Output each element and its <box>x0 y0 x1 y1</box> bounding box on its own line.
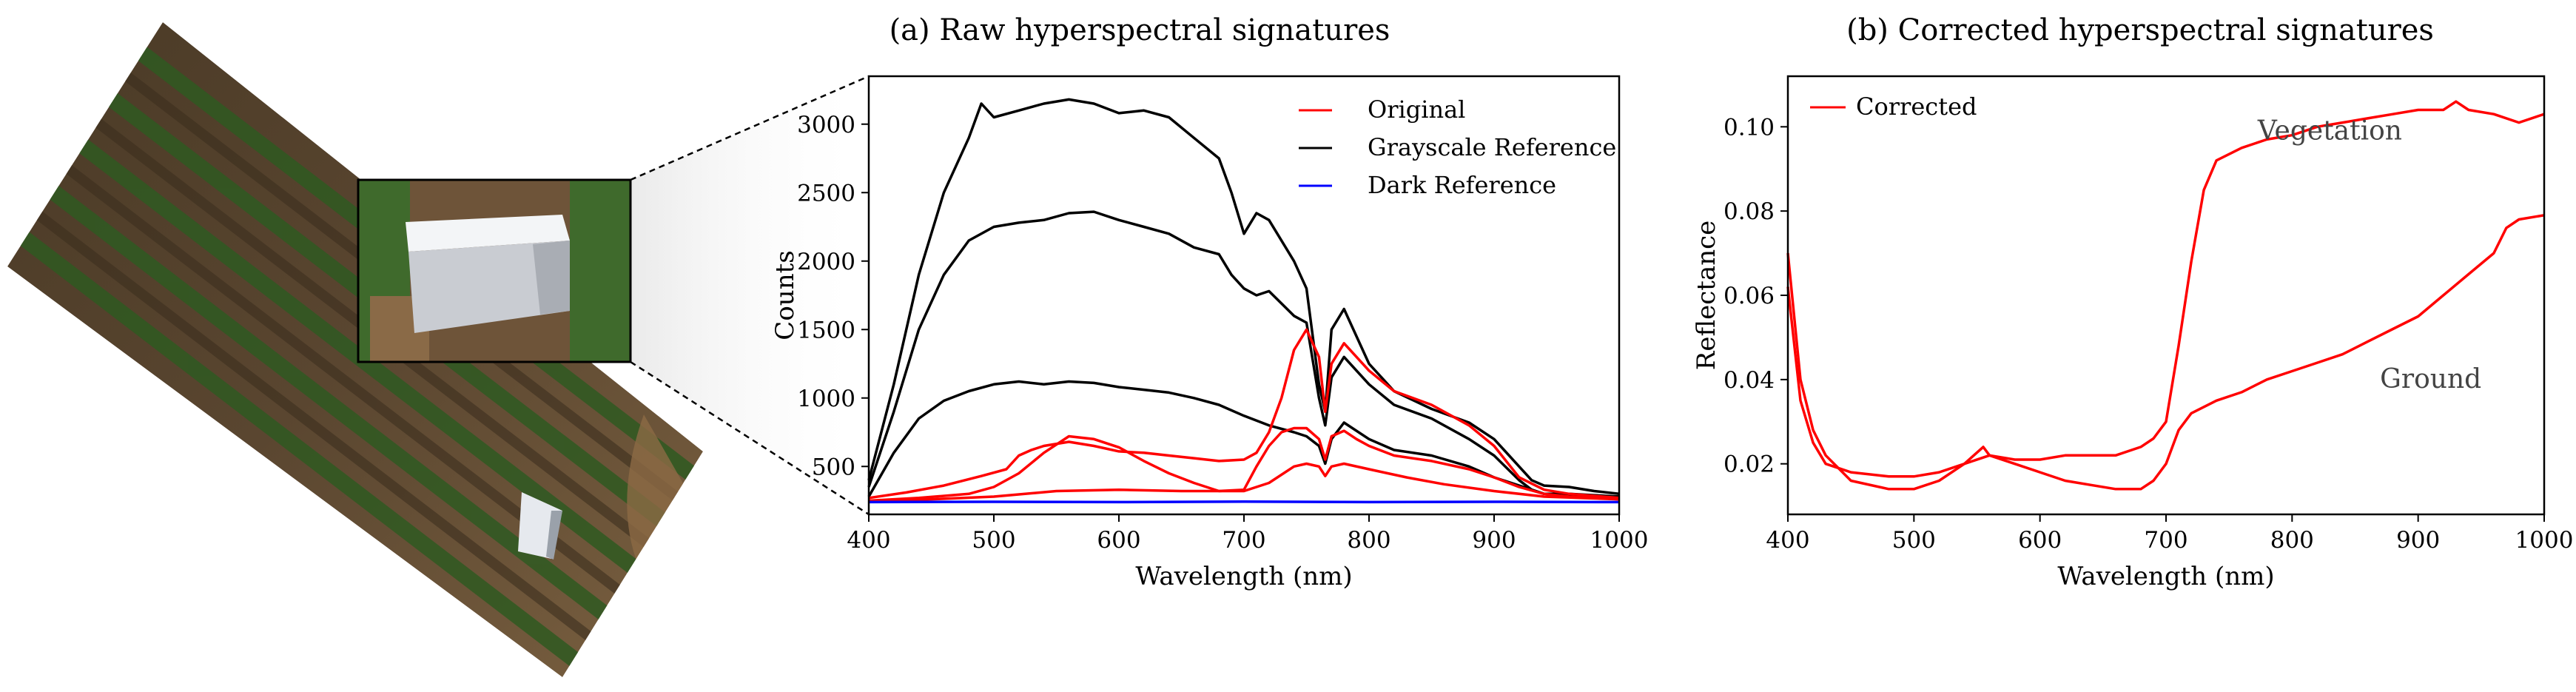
y-tick-label: 500 <box>812 454 855 480</box>
legend-label-corrected: Corrected <box>1856 93 1977 121</box>
annotation-ground: Ground <box>2380 364 2481 394</box>
y-tick-label: 0.08 <box>1724 198 1775 225</box>
chart-b-xlabel: Wavelength (nm) <box>2057 562 2274 591</box>
x-tick-label: 600 <box>2018 527 2062 554</box>
x-tick-label: 500 <box>972 527 1015 554</box>
legend-label-dark: Dark Reference <box>1368 171 1556 199</box>
chart-a-title: (a) Raw hyperspectral signatures <box>890 13 1390 47</box>
chart-raw-signatures: (a) Raw hyperspectral signatures 400 500 6… <box>770 13 1648 591</box>
series-line-corrected-1 <box>1786 214 2545 491</box>
x-tick-label: 900 <box>1472 527 1516 554</box>
legend-label-original: Original <box>1368 95 1465 124</box>
x-tick-label: 900 <box>2396 527 2440 554</box>
x-tick-label: 700 <box>1222 527 1265 554</box>
series-line-original-5 <box>868 462 1620 503</box>
y-tick-label: 0.02 <box>1724 451 1775 478</box>
inset-photo <box>357 178 632 363</box>
x-tick-label: 600 <box>1097 527 1140 554</box>
chart-b-ylabel: Reflectance <box>1692 221 1721 371</box>
y-tick-label: 2500 <box>797 180 855 206</box>
series-line-grayscale-0 <box>867 98 1620 496</box>
y-tick-label: 0.10 <box>1724 114 1775 141</box>
series-line-grayscale-2 <box>867 380 1620 498</box>
legend-label-grayscale: Grayscale Reference <box>1368 133 1616 161</box>
y-tick-label: 1000 <box>797 386 855 412</box>
x-tick-label: 700 <box>2144 527 2187 554</box>
chart-a-xlabel: Wavelength (nm) <box>1135 562 1352 591</box>
y-tick-label: 1500 <box>797 317 855 343</box>
series-line-corrected-0 <box>1786 100 2545 491</box>
series-line-grayscale-1 <box>867 210 1620 498</box>
zoom-indicator <box>630 75 870 516</box>
y-tick-label: 3000 <box>797 112 855 138</box>
chart-a-ylabel: Counts <box>770 250 800 340</box>
chart-corrected-signatures: (b) Corrected hyperspectral signatures 4… <box>1692 13 2573 591</box>
y-tick-label: 0.06 <box>1724 283 1775 309</box>
chart-a-series <box>867 98 1620 504</box>
x-tick-label: 400 <box>847 527 890 554</box>
x-tick-label: 800 <box>2270 527 2314 554</box>
annotation-vegetation: Vegetation <box>2257 115 2402 146</box>
chart-b-series <box>1786 100 2545 491</box>
y-tick-label: 0.04 <box>1724 367 1775 394</box>
y-tick-label: 2000 <box>797 249 855 275</box>
chart-b-frame <box>1786 75 2546 516</box>
x-tick-label: 800 <box>1347 527 1390 554</box>
series-line-original-4 <box>868 426 1620 503</box>
x-tick-label: 400 <box>1766 527 1809 554</box>
chart-b-legend: Corrected <box>1810 93 1977 121</box>
x-tick-label: 1000 <box>2515 527 2574 554</box>
aerial-field-photo <box>7 22 703 677</box>
x-tick-label: 500 <box>1892 527 1936 554</box>
chart-b-title: (b) Corrected hyperspectral signatures <box>1846 13 2434 47</box>
series-line-dark-6 <box>868 500 1620 504</box>
x-tick-label: 1000 <box>1590 527 1649 554</box>
chart-a-legend: Original Grayscale Reference Dark Refere… <box>1299 95 1616 199</box>
series-line-original-3 <box>868 328 1620 500</box>
